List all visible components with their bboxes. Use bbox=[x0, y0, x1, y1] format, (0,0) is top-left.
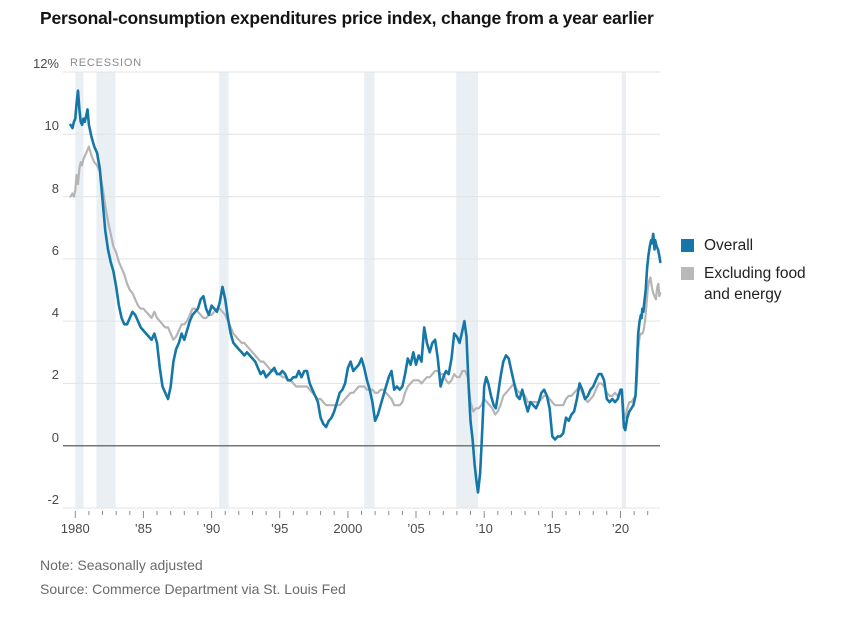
x-tick-label-2010: ’10 bbox=[475, 521, 493, 536]
legend-swatch-core bbox=[681, 267, 694, 280]
chart-plot bbox=[63, 71, 662, 518]
recession-label: RECESSION bbox=[70, 57, 142, 69]
y-tick-label-6: 6 bbox=[51, 242, 59, 258]
series-line-overall bbox=[69, 89, 662, 494]
y-tick-label-8: 8 bbox=[51, 180, 59, 196]
recession-band bbox=[364, 72, 375, 508]
note-text: Note: Seasonally adjusted bbox=[40, 557, 203, 573]
y-tick-label-12: 12% bbox=[32, 56, 59, 71]
recession-band bbox=[621, 72, 626, 508]
legend-item-core: Excluding food and energy bbox=[681, 263, 841, 305]
x-tick-label-2000: 2000 bbox=[333, 521, 363, 536]
legend-label-overall: Overall bbox=[704, 237, 754, 254]
recession-band bbox=[456, 72, 478, 508]
x-tick-label-1995: ’95 bbox=[271, 521, 289, 536]
x-tick-label-1980: 1980 bbox=[60, 521, 90, 536]
y-tick-label-2: 2 bbox=[51, 367, 59, 383]
chart-title: Personal-consumption expenditures price … bbox=[40, 8, 654, 28]
x-tick-label-1990: ’90 bbox=[202, 521, 221, 536]
legend-item-overall: Overall bbox=[681, 235, 841, 256]
x-tick-label-2020: ’20 bbox=[611, 521, 630, 536]
legend-label-core: Excluding food and energy bbox=[704, 265, 806, 303]
x-tick-label-2015: ’15 bbox=[543, 521, 561, 536]
recession-band bbox=[75, 72, 84, 508]
recession-band bbox=[96, 72, 116, 508]
y-tick-label--2: -2 bbox=[47, 492, 59, 507]
y-tick-label-4: 4 bbox=[51, 305, 59, 321]
y-tick-label-0: 0 bbox=[51, 429, 59, 445]
x-tick-label-1985: ’85 bbox=[134, 521, 153, 536]
legend: Overall Excluding food and energy bbox=[681, 235, 841, 312]
y-tick-label-10: 10 bbox=[44, 118, 59, 134]
series-line-excluding-food-and-energy bbox=[69, 145, 662, 419]
x-tick-label-2005: ’05 bbox=[407, 521, 425, 536]
chart-area: RECESSION 12% 10 8 6 4 2 0 -2 1980 ’85 ’90 ’95 2000… bbox=[32, 56, 841, 536]
source-text: Source: Commerce Department via St. Loui… bbox=[40, 581, 346, 597]
legend-swatch-overall bbox=[681, 239, 694, 252]
